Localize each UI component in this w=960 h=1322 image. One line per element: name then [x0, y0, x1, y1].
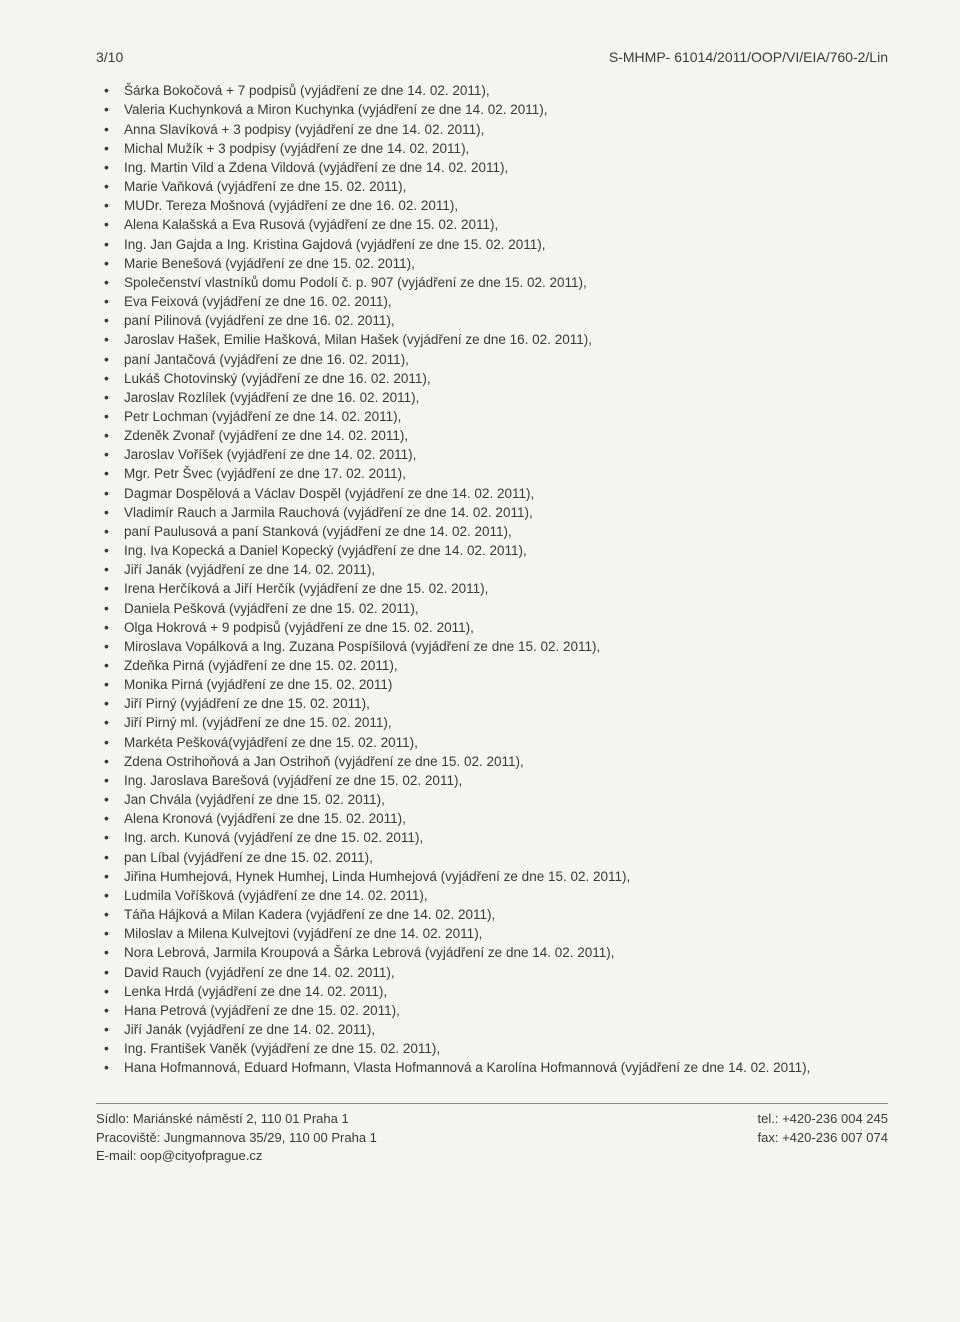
list-item: Petr Lochman (vyjádření ze dne 14. 02. 2… [96, 407, 888, 426]
list-item: Jiří Janák (vyjádření ze dne 14. 02. 201… [96, 560, 888, 579]
list-item: Zdena Ostrihoňová a Jan Ostrihoň (vyjádř… [96, 752, 888, 771]
list-item: paní Pilinová (vyjádření ze dne 16. 02. … [96, 311, 888, 330]
list-item: Alena Kalašská a Eva Rusová (vyjádření z… [96, 215, 888, 234]
list-item: Hana Hofmannová, Eduard Hofmann, Vlasta … [96, 1058, 888, 1077]
list-item: Daniela Pešková (vyjádření ze dne 15. 02… [96, 599, 888, 618]
list-item: Ing. František Vaněk (vyjádření ze dne 1… [96, 1039, 888, 1058]
footer-line: fax: +420-236 007 074 [758, 1129, 888, 1147]
list-item: Anna Slavíková + 3 podpisy (vyjádření ze… [96, 120, 888, 139]
list-item: Miloslav a Milena Kulvejtovi (vyjádření … [96, 924, 888, 943]
list-item: Miroslava Vopálková a Ing. Zuzana Pospíš… [96, 637, 888, 656]
document-reference: S-MHMP- 61014/2011/OOP/VI/EIA/760-2/Lin [609, 48, 888, 67]
list-item: Táňa Hájková a Milan Kadera (vyjádření z… [96, 905, 888, 924]
list-item: Ing. Jan Gajda a Ing. Kristina Gajdová (… [96, 235, 888, 254]
document-page: 3/10 S-MHMP- 61014/2011/OOP/VI/EIA/760-2… [0, 0, 960, 1322]
list-item: Monika Pirná (vyjádření ze dne 15. 02. 2… [96, 675, 888, 694]
list-item: Lukáš Chotovinský (vyjádření ze dne 16. … [96, 369, 888, 388]
list-item: Marie Benešová (vyjádření ze dne 15. 02.… [96, 254, 888, 273]
page-footer: Sídlo: Mariánské náměstí 2, 110 01 Praha… [96, 1103, 888, 1165]
list-item: Eva Feixová (vyjádření ze dne 16. 02. 20… [96, 292, 888, 311]
list-item: Michal Mužík + 3 podpisy (vyjádření ze d… [96, 139, 888, 158]
list-item: Markéta Pešková(vyjádření ze dne 15. 02.… [96, 733, 888, 752]
statement-list: Šárka Bokočová + 7 podpisů (vyjádření ze… [96, 81, 888, 1077]
list-item: Šárka Bokočová + 7 podpisů (vyjádření ze… [96, 81, 888, 100]
list-item: David Rauch (vyjádření ze dne 14. 02. 20… [96, 963, 888, 982]
list-item: Jiří Pirný (vyjádření ze dne 15. 02. 201… [96, 694, 888, 713]
footer-line: Sídlo: Mariánské náměstí 2, 110 01 Praha… [96, 1110, 377, 1128]
list-item: Jaroslav Rozlílek (vyjádření ze dne 16. … [96, 388, 888, 407]
list-item: Ing. Iva Kopecká a Daniel Kopecký (vyjád… [96, 541, 888, 560]
footer-line: Pracoviště: Jungmannova 35/29, 110 00 Pr… [96, 1129, 377, 1147]
list-item: Marie Vaňková (vyjádření ze dne 15. 02. … [96, 177, 888, 196]
list-item: Jiří Pirný ml. (vyjádření ze dne 15. 02.… [96, 713, 888, 732]
list-item: Ing. Jaroslava Barešová (vyjádření ze dn… [96, 771, 888, 790]
list-item: Jaroslav Voříšek (vyjádření ze dne 14. 0… [96, 445, 888, 464]
footer-line: E-mail: oop@cityofprague.cz [96, 1147, 377, 1165]
list-item: Jan Chvála (vyjádření ze dne 15. 02. 201… [96, 790, 888, 809]
list-item: Valeria Kuchynková a Miron Kuchynka (vyj… [96, 100, 888, 119]
list-item: Alena Kronová (vyjádření ze dne 15. 02. … [96, 809, 888, 828]
list-item: pan Líbal (vyjádření ze dne 15. 02. 2011… [96, 848, 888, 867]
list-item: Olga Hokrová + 9 podpisů (vyjádření ze d… [96, 618, 888, 637]
list-item: Dagmar Dospělová a Václav Dospěl (vyjádř… [96, 484, 888, 503]
page-header: 3/10 S-MHMP- 61014/2011/OOP/VI/EIA/760-2… [96, 48, 888, 67]
list-item: MUDr. Tereza Mošnová (vyjádření ze dne 1… [96, 196, 888, 215]
list-item: Irena Herčíková a Jiří Herčík (vyjádření… [96, 579, 888, 598]
list-item: Nora Lebrová, Jarmila Kroupová a Šárka L… [96, 943, 888, 962]
page-number: 3/10 [96, 48, 123, 67]
list-item: Jaroslav Hašek, Emilie Hašková, Milan Ha… [96, 330, 888, 349]
list-item: Mgr. Petr Švec (vyjádření ze dne 17. 02.… [96, 464, 888, 483]
list-item: Vladimír Rauch a Jarmila Rauchová (vyjád… [96, 503, 888, 522]
list-item: paní Paulusová a paní Stanková (vyjádřen… [96, 522, 888, 541]
list-item: Ludmila Voříšková (vyjádření ze dne 14. … [96, 886, 888, 905]
list-item: Zdeňka Pirná (vyjádření ze dne 15. 02. 2… [96, 656, 888, 675]
list-item: Hana Petrová (vyjádření ze dne 15. 02. 2… [96, 1001, 888, 1020]
list-item: Společenství vlastníků domu Podolí č. p.… [96, 273, 888, 292]
footer-right: tel.: +420-236 004 245fax: +420-236 007 … [758, 1110, 888, 1165]
footer-line: tel.: +420-236 004 245 [758, 1110, 888, 1128]
footer-left: Sídlo: Mariánské náměstí 2, 110 01 Praha… [96, 1110, 377, 1165]
list-item: Zdeněk Zvonař (vyjádření ze dne 14. 02. … [96, 426, 888, 445]
list-item: Jiřina Humhejová, Hynek Humhej, Linda Hu… [96, 867, 888, 886]
list-item: paní Jantačová (vyjádření ze dne 16. 02.… [96, 350, 888, 369]
list-item: Ing. Martin Vild a Zdena Vildová (vyjádř… [96, 158, 888, 177]
list-item: Jiří Janák (vyjádření ze dne 14. 02. 201… [96, 1020, 888, 1039]
list-item: Ing. arch. Kunová (vyjádření ze dne 15. … [96, 828, 888, 847]
list-item: Lenka Hrdá (vyjádření ze dne 14. 02. 201… [96, 982, 888, 1001]
